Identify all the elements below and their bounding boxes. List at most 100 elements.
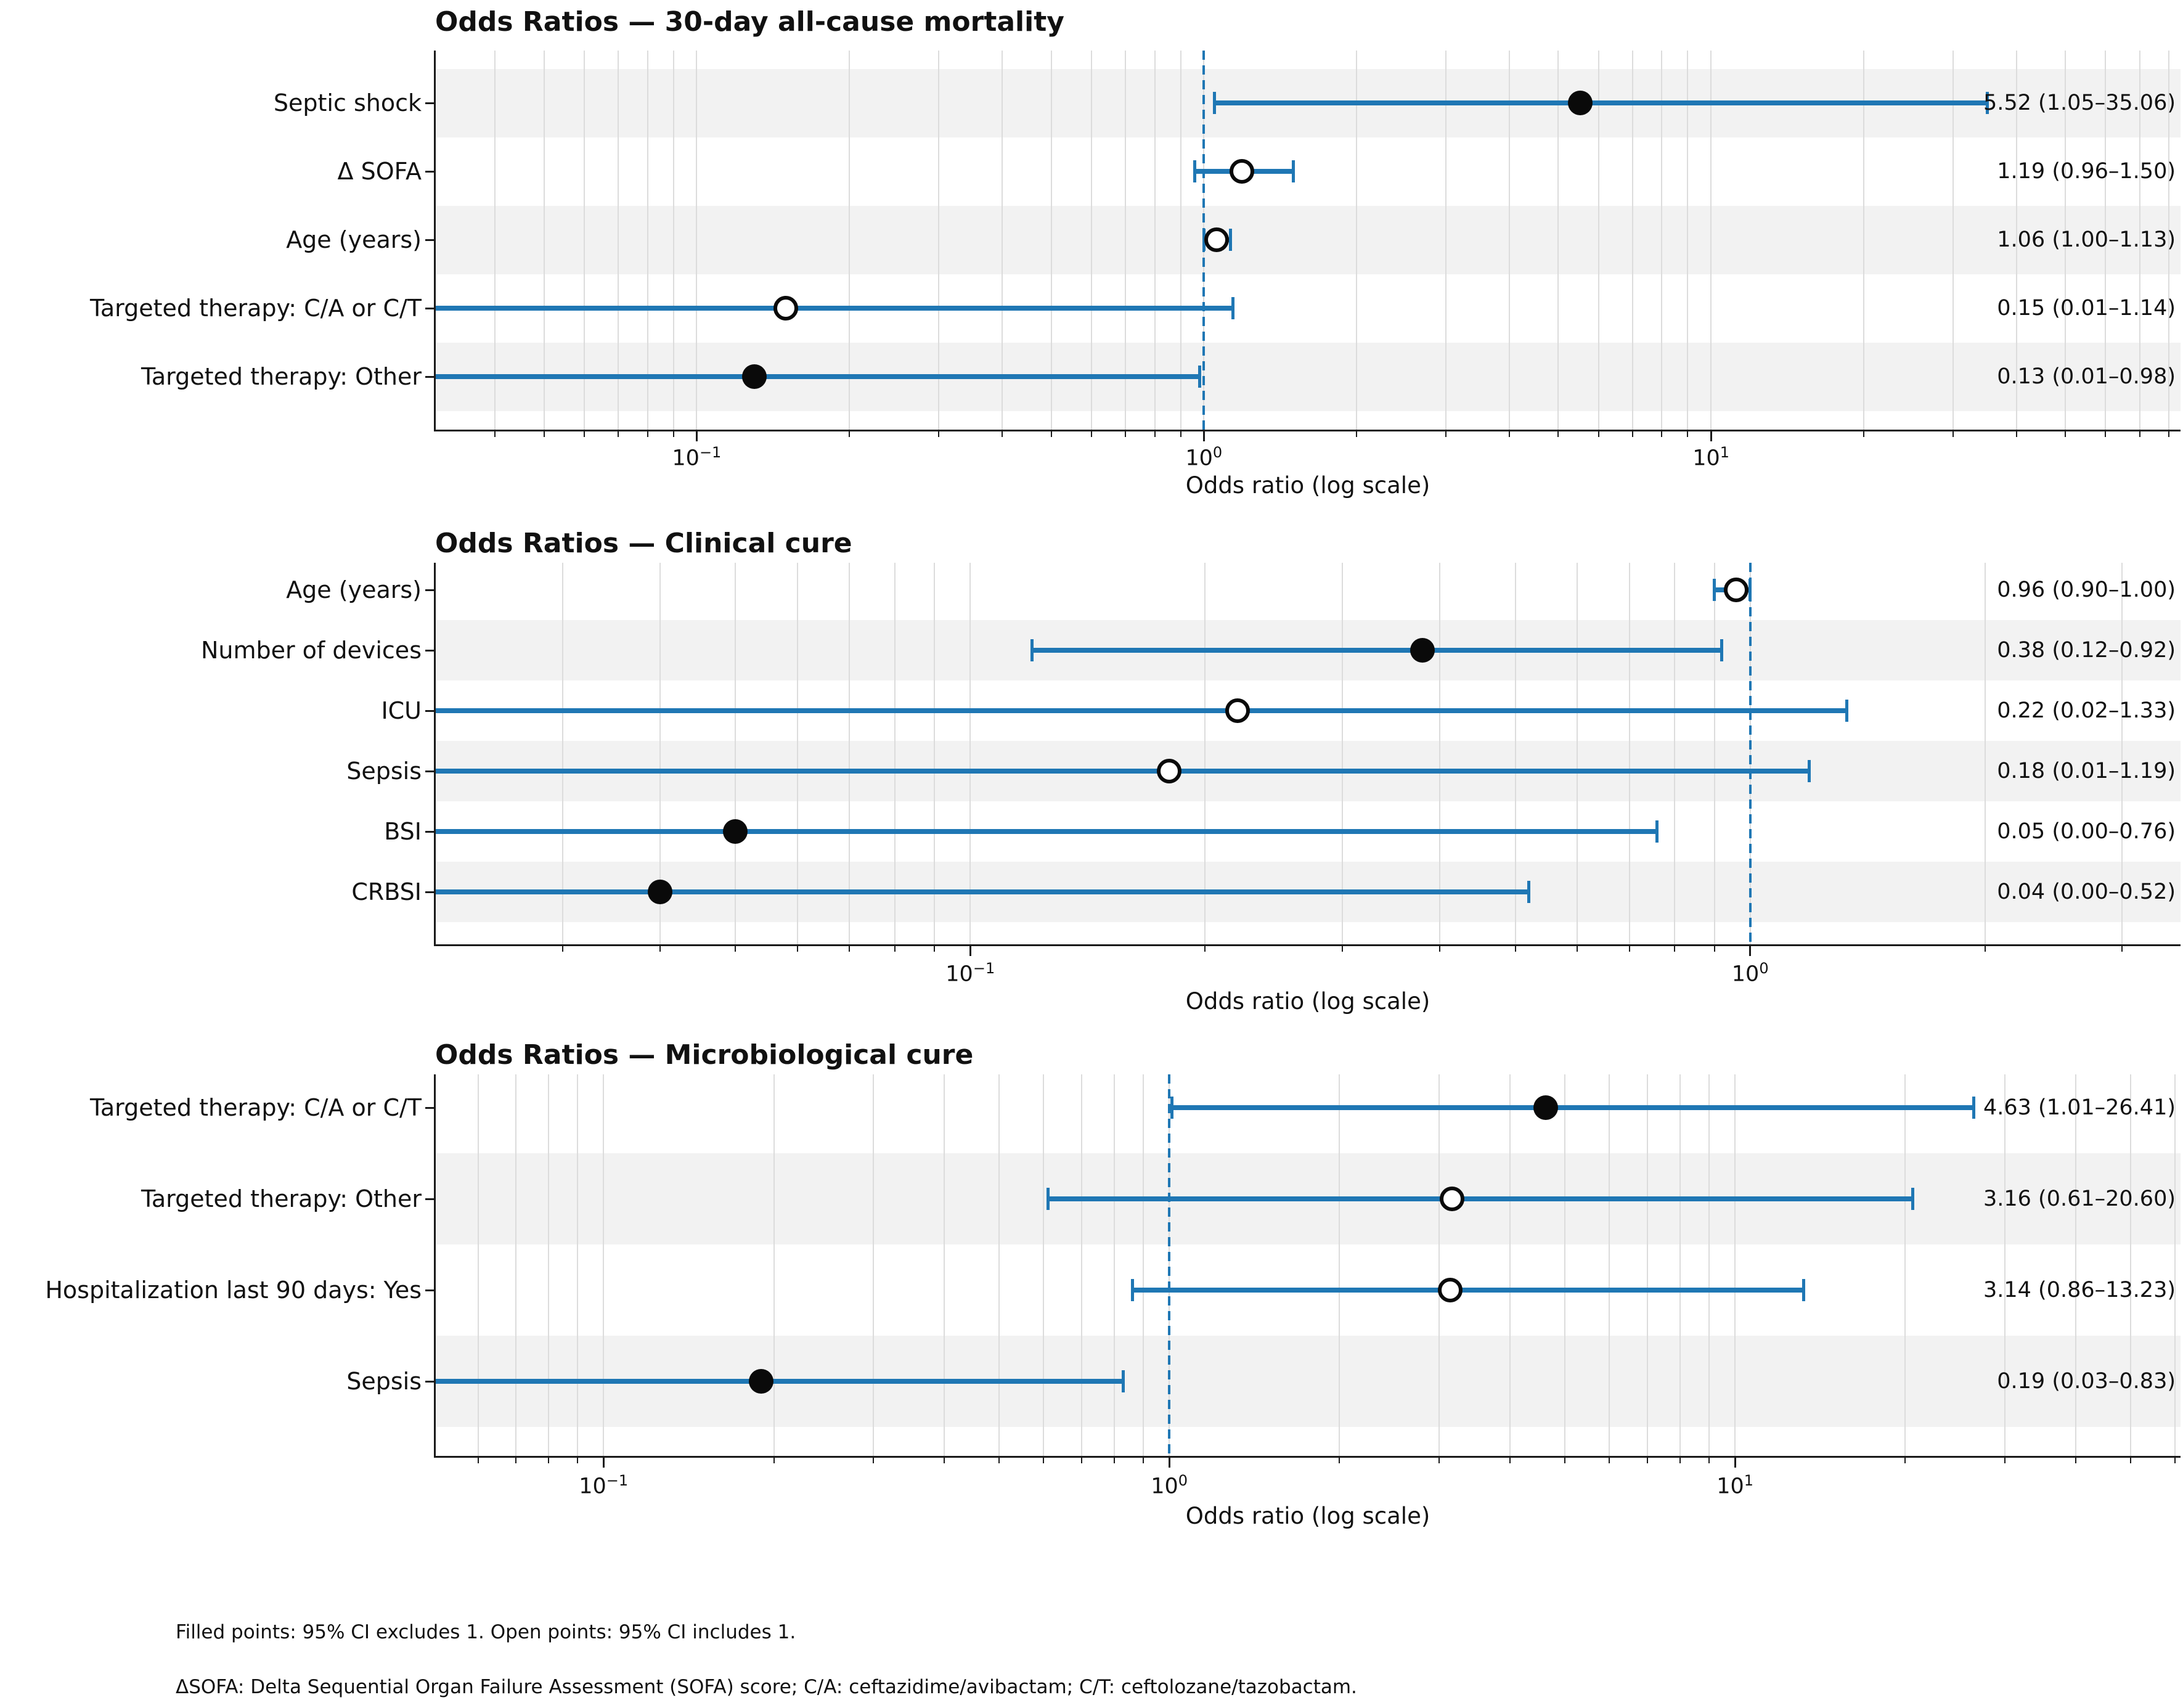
- or-ci-annotation: 3.14 (0.86–13.23): [1983, 1278, 2176, 1302]
- gridline: [937, 51, 939, 430]
- or-ci-annotation: 5.52 (1.05–35.06): [1983, 91, 2176, 115]
- x-axis-minor-tick: [1143, 1458, 1145, 1463]
- x-axis-minor-tick: [1439, 946, 1441, 952]
- x-axis-tick-label: 10−1: [672, 444, 722, 471]
- x-axis-minor-tick: [1080, 1458, 1082, 1463]
- gridline: [1508, 51, 1510, 430]
- ci-line: [1214, 100, 1988, 105]
- row-label: BSI: [384, 818, 422, 845]
- x-axis-minor-tick: [2075, 1458, 2076, 1463]
- gridline: [1628, 563, 1630, 944]
- ci-cap-upper: [1748, 579, 1752, 601]
- ci-cap-upper: [1720, 639, 1724, 661]
- or-point-open: [1724, 578, 1749, 602]
- x-axis-minor-tick: [2015, 431, 2017, 437]
- gridline: [735, 563, 737, 944]
- or-ci-annotation: 4.63 (1.01–26.41): [1983, 1095, 2176, 1120]
- x-axis-minor-tick: [1609, 1458, 1610, 1463]
- x-axis-minor-tick: [894, 946, 896, 952]
- gridline: [1342, 563, 1344, 944]
- gridline: [1090, 51, 1092, 430]
- reference-line-or-1: [1168, 1074, 1171, 1456]
- gridline: [603, 1074, 605, 1456]
- x-axis-spine: [434, 1456, 2181, 1458]
- or-point-open: [1438, 1278, 1463, 1302]
- x-axis-minor-tick: [1180, 431, 1181, 437]
- ci-cap-upper: [1972, 1097, 1975, 1119]
- gridline: [1114, 1074, 1116, 1456]
- gridline: [969, 563, 971, 944]
- ci-line: [435, 1379, 1124, 1384]
- ci-cap-lower: [1130, 1279, 1134, 1301]
- y-axis-tick: [425, 1380, 434, 1383]
- gridline: [1355, 51, 1357, 430]
- y-axis-tick: [425, 589, 434, 591]
- x-axis-minor-tick: [543, 431, 545, 437]
- or-ci-annotation: 1.06 (1.00–1.13): [1997, 227, 2176, 252]
- or-ci-annotation: 0.15 (0.01–1.14): [1997, 296, 2176, 321]
- ci-line: [435, 374, 1200, 379]
- gridline: [873, 1074, 875, 1456]
- gridline: [577, 1074, 579, 1456]
- or-point-filled: [723, 819, 748, 844]
- or-point-open: [773, 296, 799, 321]
- gridline: [561, 563, 563, 944]
- gridline: [1984, 563, 1986, 944]
- row-label: Targeted therapy: C/A or C/T: [89, 1094, 422, 1121]
- x-axis-tick-label: 101: [1692, 444, 1730, 471]
- gridline: [1154, 51, 1156, 430]
- x-axis-minor-tick: [1438, 1458, 1440, 1463]
- x-axis-minor-tick: [849, 431, 851, 437]
- gridline: [1631, 51, 1633, 430]
- x-axis-major-tick: [969, 946, 971, 956]
- x-axis-minor-tick: [773, 1458, 775, 1463]
- x-axis-minor-tick: [477, 1458, 479, 1463]
- gridline: [1509, 1074, 1511, 1456]
- or-ci-annotation: 0.22 (0.02–1.33): [1997, 698, 2176, 723]
- row-label: Sepsis: [346, 1368, 422, 1395]
- x-axis-minor-tick: [2168, 431, 2170, 437]
- x-axis-tick-label: 100: [1731, 960, 1769, 987]
- x-axis-tick-label: 100: [1185, 444, 1223, 471]
- gridline: [617, 51, 619, 430]
- gridline: [1339, 1074, 1340, 1456]
- gridline: [1001, 51, 1003, 430]
- reference-line-or-1: [1748, 563, 1752, 944]
- x-axis-minor-tick: [1631, 431, 1633, 437]
- x-axis-minor-tick: [1204, 946, 1206, 952]
- gridline: [1708, 1074, 1710, 1456]
- x-axis-minor-tick: [548, 1458, 550, 1463]
- gridline: [1863, 51, 1864, 430]
- x-axis-minor-tick: [1339, 1458, 1340, 1463]
- x-axis-minor-tick: [2174, 1458, 2176, 1463]
- gridline: [583, 51, 585, 430]
- y-axis-spine: [434, 1074, 436, 1458]
- x-axis-minor-tick: [672, 431, 674, 437]
- x-axis-minor-tick: [1713, 946, 1715, 952]
- x-axis-minor-tick: [735, 946, 737, 952]
- gridline: [2129, 1074, 2131, 1456]
- x-axis-minor-tick: [1509, 1458, 1511, 1463]
- row-band: [435, 205, 2181, 274]
- ci-cap-upper: [1527, 881, 1530, 903]
- x-axis-minor-tick: [1050, 431, 1052, 437]
- x-axis-minor-tick: [1674, 946, 1676, 952]
- gridline: [849, 51, 851, 430]
- x-axis-minor-tick: [659, 946, 661, 952]
- ci-line: [435, 889, 1529, 894]
- gridline: [1514, 563, 1516, 944]
- gridline: [934, 563, 936, 944]
- y-axis-tick: [425, 102, 434, 104]
- x-axis-minor-tick: [1646, 1458, 1648, 1463]
- x-axis-minor-tick: [2065, 431, 2067, 437]
- x-axis-major-tick: [602, 1458, 605, 1468]
- panel-3-title: Odds Ratios — Microbiological cure: [435, 1039, 974, 1071]
- gridline: [2139, 51, 2140, 430]
- x-axis-minor-tick: [998, 1458, 1000, 1463]
- row-label: Targeted therapy: C/A or C/T: [89, 295, 422, 322]
- x-axis-minor-tick: [1597, 431, 1599, 437]
- gridline: [1661, 51, 1663, 430]
- row-label: ICU: [381, 697, 422, 724]
- ci-line: [1048, 1196, 1913, 1201]
